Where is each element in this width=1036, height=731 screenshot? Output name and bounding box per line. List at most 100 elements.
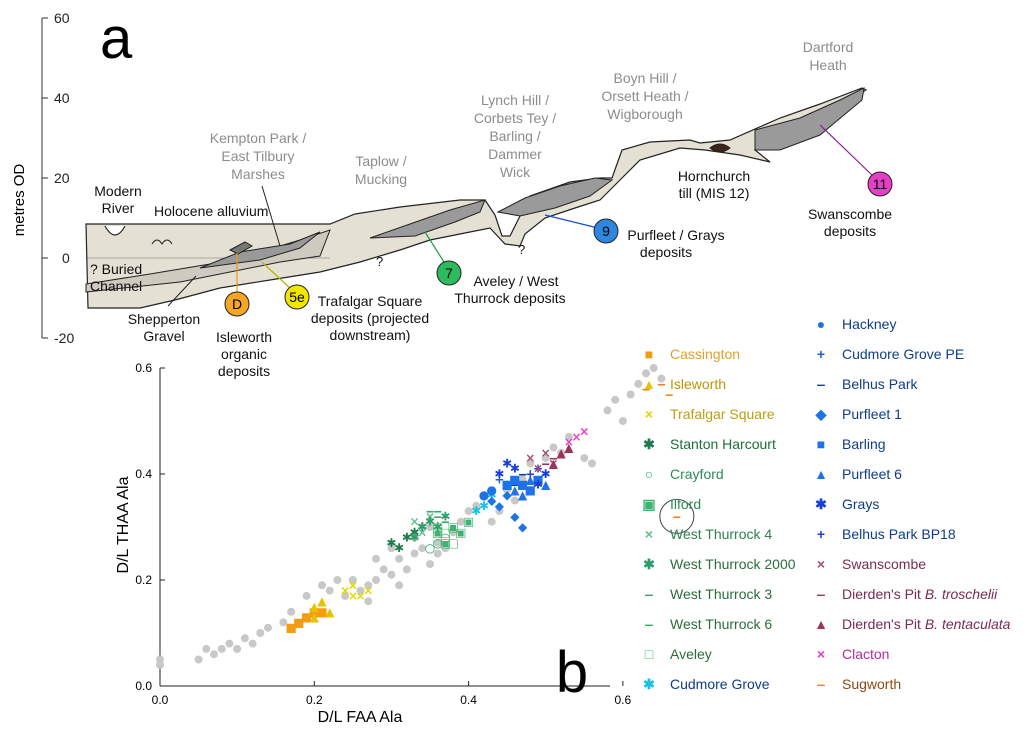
background-point [341,591,350,600]
legend-label: Cudmore Grove PE [842,346,965,362]
background-point [372,576,380,584]
label-shepperton: Shepperton Gravel [128,311,200,344]
svg-text:9: 9 [602,223,610,239]
legend-item: × Clacton [812,644,890,664]
aveley-deposit [369,199,486,239]
legend-marker: ▲ [814,466,828,482]
isleworth-deposit [228,241,254,255]
legend-label: Stanton Harcourt [670,436,776,452]
label-lynch: Lynch Hill / Corbets Tey / Barling / Dammer… [474,92,556,180]
legend-marker: ‒ [817,676,825,692]
data-point: ‒ [441,515,449,529]
y-tick-label: 0.4 [135,467,152,481]
background-point [426,523,434,531]
data-point: + [525,467,535,481]
data-point: ▣ [432,525,443,539]
data-point: ✱ [417,520,427,534]
marker-d: D [224,291,250,317]
data-point: + [502,478,512,492]
leader-swanscombe [819,124,873,176]
legend-marker: ○ [644,466,654,482]
data-point: ✱ [433,520,443,534]
background-point [526,459,535,468]
legend-item: ▣ Ilford [640,494,701,514]
data-point: ▲ [557,446,567,460]
background-point [318,581,326,590]
legend-marker: × [644,406,654,422]
legend-item: × Swanscombe [812,554,926,574]
legend-label: Ilford [670,496,702,512]
data-point: + [533,462,543,476]
panel-b: 0.0 0.2 0.4 0.6 0.0 0.2 0.4 0.6 D/L FAA Ala D/… [115,361,695,726]
background-point [510,496,519,505]
data-point: ▲ [317,594,327,608]
background-point [410,533,419,542]
background-point [618,417,627,425]
data-point: ‒ [518,467,526,481]
label-taplow: Taplow / Mucking [355,153,407,187]
legend-item: ● Hackney [812,314,897,334]
data-point: ‒ [511,478,519,492]
circled-outlier [659,498,695,534]
legend-item: × Trafalgar Square [640,404,775,424]
data-point: ✱ [471,504,481,518]
background-point [248,639,257,648]
background-point [603,406,612,415]
legend-label: Sugworth [842,676,902,692]
data-point: ▣ [440,536,451,550]
legend-marker: □ [644,646,654,662]
data-point: ■ [509,472,520,486]
data-point: ✱ [487,488,497,502]
background-point [410,549,419,558]
data-point: ◆ [495,499,505,513]
background-point [302,591,311,600]
background-point [433,538,442,547]
panel-a-ytick-label: -20 [54,330,74,346]
data-point: × [541,446,551,460]
data-point: × [525,451,535,465]
data-point: ▲ [564,441,574,455]
background-point [441,544,450,553]
legend-label: Aveley [670,646,712,662]
legend-label: West Thurrock 2000 [670,556,796,572]
background-point [287,607,296,616]
background-point [657,374,666,383]
legend-label: Purfleet 1 [842,406,902,422]
background-point [364,597,373,606]
data-point: ▣ [447,520,458,534]
data-point: ✱ [410,525,420,539]
legend-item: ✱ West Thurrock 2000 [640,554,796,574]
hornchurch-till [709,143,731,153]
legend-marker: ‒ [645,616,653,632]
background-point [495,507,504,516]
data-point: ● [479,488,489,502]
marker-7: 7 [436,260,462,286]
label-boyn: Boyn Hill / Orsett Heath / Wigborough [601,70,688,122]
data-point: ▲ [549,456,559,470]
legend-marker: ‒ [645,586,653,602]
legend-marker: ✱ [643,556,655,572]
data-point: ✱ [410,531,420,545]
legend-label: Purfleet 6 [842,466,902,482]
question-mark: ? [376,254,383,269]
data-point: ‒ [549,451,557,465]
legend-label: West Thurrock 4 [670,526,773,542]
leader-purfleet [544,214,599,229]
data-point: ‒ [657,377,665,391]
background-point [418,544,427,553]
data-point: ▲ [325,605,335,619]
background-point [588,459,596,468]
data-point: ■ [301,610,312,624]
background-point [649,364,658,372]
panel-a-ytick-label: 40 [54,90,70,106]
background-point [356,586,365,595]
background-point [279,618,288,627]
legend-label: Grays [842,496,880,512]
legend-item: ‒ West Thurrock 6 [640,614,772,634]
data-point: ▲ [310,600,320,614]
background-point [156,655,164,664]
data-point: ■ [293,615,304,629]
swanscombe-deposit [754,87,865,151]
data-point: × [564,435,574,449]
data-point: ✱ [386,536,396,550]
